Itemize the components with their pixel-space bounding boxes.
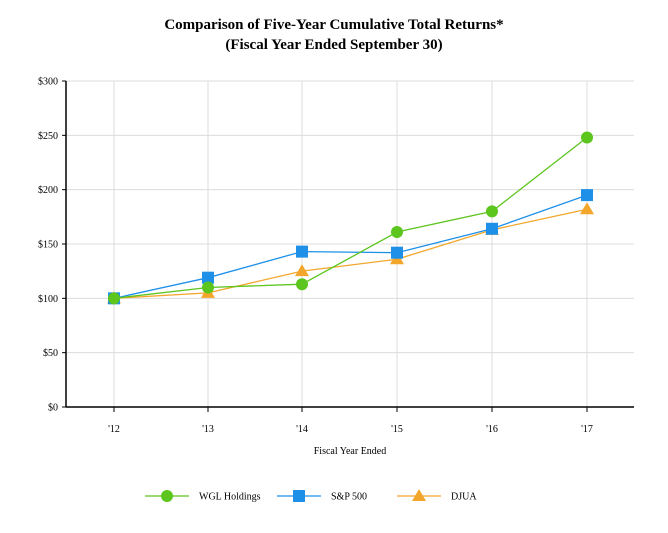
legend-label: DJUA (451, 492, 477, 503)
legend-marker (161, 490, 173, 502)
x-axis-title: Fiscal Year Ended (314, 446, 387, 457)
data-point (295, 264, 309, 277)
x-tick-label: '12 (108, 424, 120, 435)
legend-item: WGL Holdings (145, 490, 261, 503)
data-point (296, 278, 308, 291)
series-line (113, 136, 588, 299)
x-tick-label: '13 (202, 424, 214, 435)
x-tick-label: '15 (391, 424, 403, 435)
y-tick-label: $300 (38, 77, 58, 88)
x-tick-label: '14 (296, 424, 308, 435)
legend-marker (412, 489, 426, 501)
y-tick-label: $100 (38, 294, 58, 305)
series-wgl-holdings (108, 131, 593, 305)
y-tick-label: $0 (48, 403, 58, 414)
data-point (581, 189, 593, 202)
y-tick-label: $150 (38, 240, 58, 251)
axes (62, 80, 634, 412)
data-point (296, 245, 308, 258)
series-line (113, 194, 588, 299)
series-lines (107, 131, 594, 305)
y-tick-label: $200 (38, 185, 58, 196)
legend-label: WGL Holdings (199, 492, 261, 503)
legend-item: DJUA (397, 489, 477, 503)
y-tick-label: $250 (38, 131, 58, 142)
series-s-p-500 (108, 189, 593, 305)
data-point (202, 281, 214, 294)
data-point (581, 131, 593, 144)
legend-label: S&P 500 (331, 492, 367, 503)
data-point (486, 205, 498, 218)
gridlines (66, 80, 634, 407)
y-tick-label: $50 (43, 348, 58, 359)
legend-item: S&P 500 (277, 490, 367, 503)
data-point (580, 202, 594, 215)
chart-subtitle: (Fiscal Year Ended September 30) (225, 37, 443, 53)
tick-labels: $0 $50 $100 $150 $200 $250 $300 '12 '13 '14 '15 '16… (38, 77, 593, 436)
x-tick-label: '16 (486, 424, 498, 435)
legend-marker (293, 490, 305, 502)
data-point (391, 246, 403, 259)
data-point (202, 271, 214, 284)
data-point (486, 222, 498, 235)
chart-title: Comparison of Five-Year Cumulative Total… (164, 17, 504, 33)
data-point (391, 226, 403, 239)
data-point (108, 292, 120, 305)
x-tick-label: '17 (581, 424, 593, 435)
series-line (113, 208, 588, 299)
legend: WGL Holdings S&P 500 DJUA (145, 489, 477, 503)
